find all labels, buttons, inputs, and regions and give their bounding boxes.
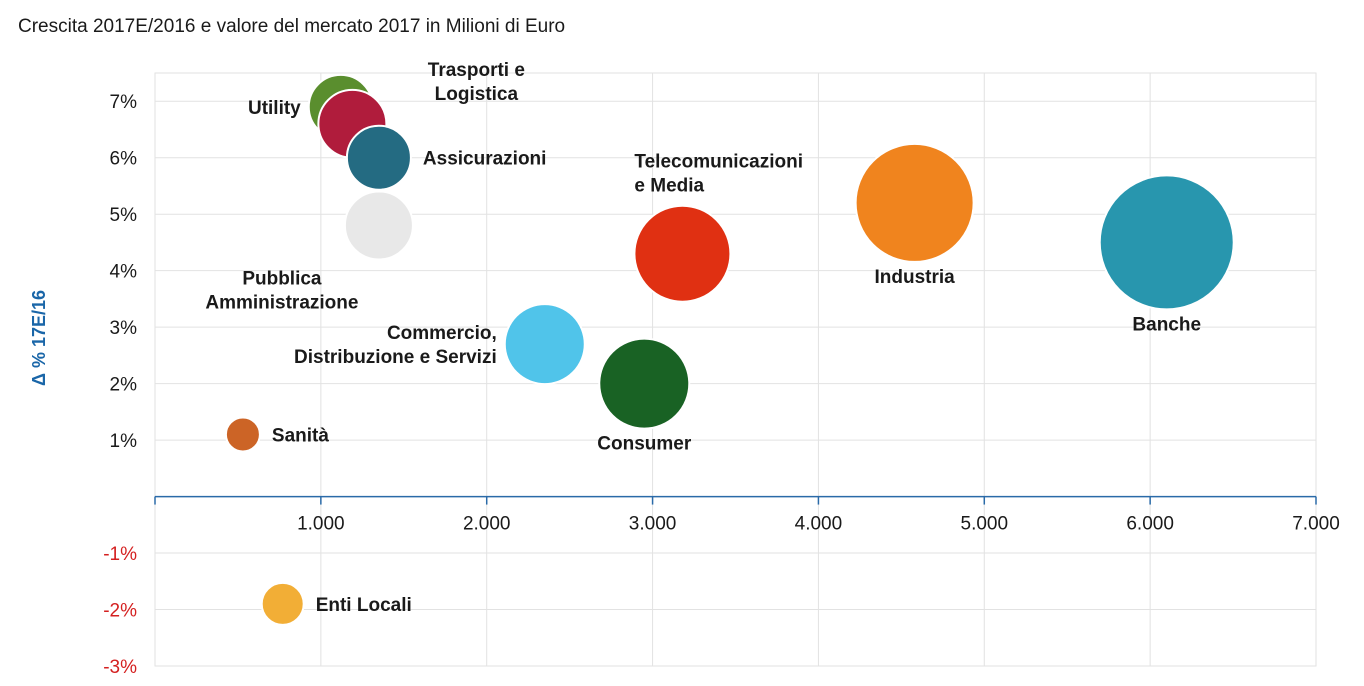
bubble-label: Commercio, Distribuzione e Servizi xyxy=(294,323,497,368)
x-tick-label: 4.000 xyxy=(795,514,843,535)
bubbles xyxy=(224,73,1235,626)
y-tick-label: 4% xyxy=(110,262,138,283)
bubble xyxy=(854,142,975,263)
bubble-label: Consumer xyxy=(597,434,692,455)
bubble xyxy=(345,124,412,191)
bubble xyxy=(224,416,261,453)
y-tick-label: 2% xyxy=(110,375,138,396)
bubble-label-line: Utility xyxy=(248,98,301,119)
x-tick-label: 3.000 xyxy=(629,514,677,535)
bubble-label-line: Sanità xyxy=(272,425,329,446)
bubble-label: Industria xyxy=(875,267,956,288)
y-tick-label: 6% xyxy=(110,149,138,170)
bubble-label-line: Commercio, xyxy=(387,323,497,344)
x-tick-label: 5.000 xyxy=(961,514,1009,535)
bubble-label-line: Assicurazioni xyxy=(423,149,547,170)
grid-lines xyxy=(154,72,1317,667)
x-tick-label: 1.000 xyxy=(297,514,345,535)
bubble-label-line: Amministrazione xyxy=(205,292,358,313)
bubble xyxy=(343,190,414,261)
bubble-label: Pubblica Amministrazione xyxy=(205,268,358,313)
bubble-label-line: Telecomunicazioni xyxy=(634,152,803,173)
bubble-label-line: Banche xyxy=(1132,314,1201,335)
y-tick-label: -1% xyxy=(103,544,137,565)
y-tick-label: -3% xyxy=(103,657,137,678)
chart-title: Crescita 2017E/2016 e valore del mercato… xyxy=(18,16,566,37)
bubble-label: Enti Locali xyxy=(316,595,412,616)
bubble-label: Sanità xyxy=(272,425,329,446)
bubble xyxy=(503,303,586,386)
x-tick-label: 7.000 xyxy=(1292,514,1340,535)
bubble-label-line: Industria xyxy=(875,267,956,288)
bubble xyxy=(260,581,305,626)
bubble-label: Telecomunicazioni e Media xyxy=(634,152,803,197)
y-axis-label: Δ % 17E/16 xyxy=(29,290,49,386)
bubble-label-line: Distribuzione e Servizi xyxy=(294,347,497,368)
bubble-label: Assicurazioni xyxy=(423,149,547,170)
bubble-label-line: e Media xyxy=(634,176,704,197)
x-tick-label: 2.000 xyxy=(463,514,511,535)
bubble-label-line: Consumer xyxy=(597,434,692,455)
y-tick-label: -2% xyxy=(103,601,137,622)
bubble-label: Trasporti e Logistica xyxy=(428,60,525,105)
axes: 1.000 2.000 3.000 4.000 5.000 6.000 7.000 1% 2% 3… xyxy=(103,92,1340,678)
bubble-labels: Utility Trasporti e Logistica Assicurazioni… xyxy=(205,60,1201,616)
y-tick-label: 5% xyxy=(110,205,138,226)
bubble xyxy=(633,204,732,303)
bubble-label-line: Pubblica xyxy=(242,268,322,289)
x-tick-label: 6.000 xyxy=(1126,514,1174,535)
bubble xyxy=(1098,174,1235,311)
bubble-label: Banche xyxy=(1132,314,1201,335)
bubble xyxy=(598,337,691,430)
y-tick-label: 3% xyxy=(110,318,138,339)
bubble-label-line: Logistica xyxy=(435,84,519,105)
bubble-label-line: Trasporti e xyxy=(428,60,525,81)
y-tick-label: 1% xyxy=(110,431,138,452)
bubble-label-line: Enti Locali xyxy=(316,595,412,616)
bubble-label: Utility xyxy=(248,98,301,119)
y-tick-label: 7% xyxy=(110,92,138,113)
